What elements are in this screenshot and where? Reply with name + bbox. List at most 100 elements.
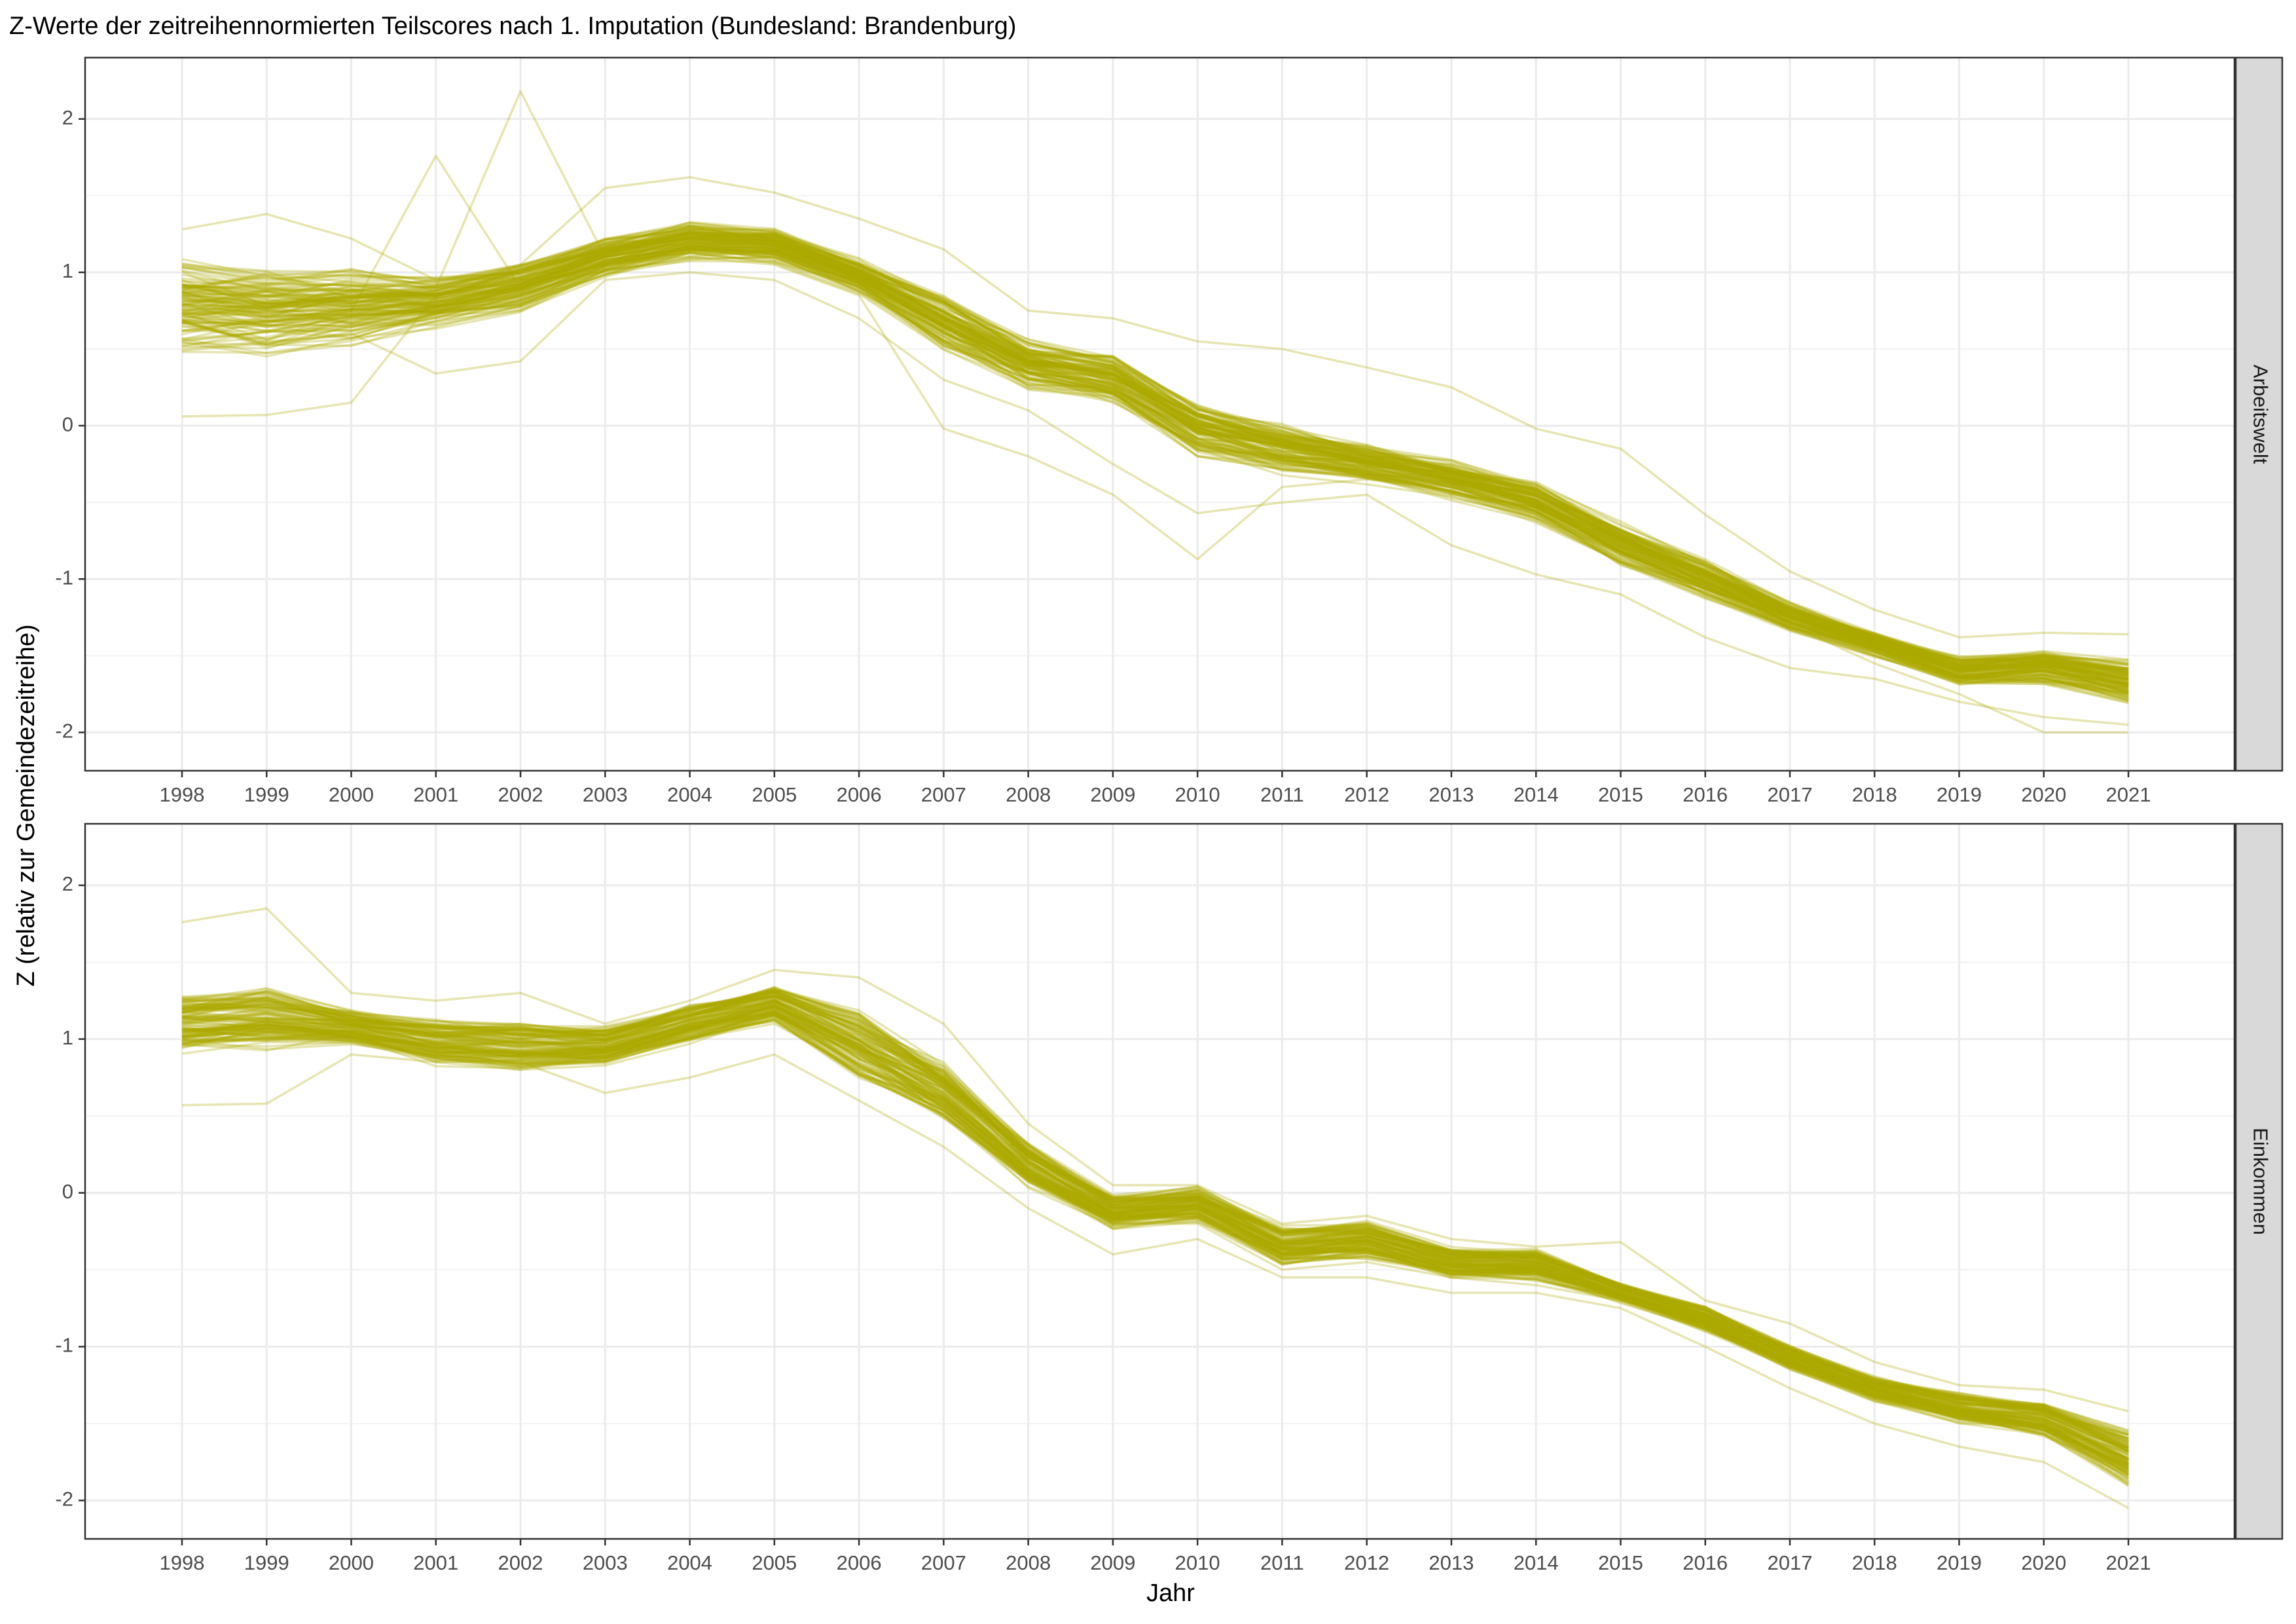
series-line xyxy=(181,227,2129,671)
series-line xyxy=(181,231,2129,680)
series-line xyxy=(181,1006,2129,1460)
series-line xyxy=(181,248,2129,699)
x-tick-label: 2012 xyxy=(1344,1551,1389,1574)
series-lines xyxy=(181,90,2129,734)
series-line xyxy=(181,989,2129,1443)
series-line xyxy=(181,234,2129,671)
series-line xyxy=(181,1003,2129,1475)
series-line xyxy=(181,1012,2129,1466)
series-line xyxy=(181,1019,2129,1485)
series-line xyxy=(181,990,2129,1441)
series-line xyxy=(181,1008,2129,1460)
series-line xyxy=(181,1001,2129,1467)
panel-background xyxy=(85,824,2234,1539)
x-tick-label: 2021 xyxy=(2106,783,2151,806)
series-line xyxy=(181,989,2129,1451)
x-tick-label: 2021 xyxy=(2106,1551,2151,1574)
series-lines xyxy=(181,907,2129,1509)
y-tick-label: 2 xyxy=(62,106,73,129)
series-line xyxy=(181,242,2129,686)
series-line xyxy=(181,249,2129,701)
series-line xyxy=(181,226,2129,676)
series-line xyxy=(181,232,2129,678)
x-tick-label: 2006 xyxy=(837,783,882,806)
series-line xyxy=(181,237,2129,680)
series-line xyxy=(181,246,2129,693)
x-tick-label: 2007 xyxy=(921,1551,966,1574)
series-line xyxy=(181,1014,2129,1480)
x-tick-label: 2013 xyxy=(1429,1551,1474,1574)
series-line xyxy=(181,232,2129,665)
series-line xyxy=(181,221,2129,674)
series-line xyxy=(181,1008,2129,1463)
series-line xyxy=(181,1004,2129,1453)
series-line xyxy=(181,991,2129,1443)
series-line xyxy=(181,1008,2129,1478)
series-line xyxy=(181,231,2129,683)
series-line xyxy=(181,987,2129,1442)
x-axis-title: Jahr xyxy=(1146,1579,1195,1607)
series-line xyxy=(181,175,2129,639)
x-tick-label: 2012 xyxy=(1344,783,1389,806)
x-tick-label: 2009 xyxy=(1090,783,1135,806)
x-tick-label: 2002 xyxy=(498,1551,543,1574)
series-line xyxy=(181,228,2129,670)
series-line xyxy=(181,989,2129,1440)
x-tick-label: 2010 xyxy=(1175,1551,1220,1574)
series-line xyxy=(181,228,2129,678)
x-tick-label: 2015 xyxy=(1598,1551,1643,1574)
series-line xyxy=(181,993,2129,1436)
series-line xyxy=(181,1005,2129,1466)
series-line xyxy=(181,991,2129,1449)
series-line xyxy=(181,995,2129,1436)
y-tick-label: -2 xyxy=(55,720,73,743)
series-line xyxy=(181,234,2129,682)
series-line xyxy=(181,987,2129,1445)
series-line xyxy=(181,255,2128,734)
series-line xyxy=(181,238,2129,680)
series-line xyxy=(181,237,2129,685)
series-line xyxy=(181,995,2129,1448)
series-line xyxy=(181,1000,2129,1452)
series-line xyxy=(181,1006,2129,1460)
series-line xyxy=(181,244,2129,688)
series-line xyxy=(181,1001,2129,1455)
series-line xyxy=(181,1012,2129,1469)
x-tick-label: 2003 xyxy=(583,783,628,806)
series-line xyxy=(181,1011,2129,1483)
x-tick-label: 2000 xyxy=(329,1551,374,1574)
panel-einkommen: Einkommen -2 -1 0 1 2 1998 1999 2000 2001 2002 2003… xyxy=(55,822,2284,1574)
series-line xyxy=(181,245,2129,690)
series-line xyxy=(181,245,2129,686)
x-tick-label: 2019 xyxy=(1937,1551,1982,1574)
series-line xyxy=(181,221,2129,670)
facet-label: Einkommen xyxy=(2249,1128,2272,1235)
series-line xyxy=(181,246,2129,686)
series-line xyxy=(181,239,2129,681)
series-line xyxy=(181,230,2129,672)
series-line xyxy=(181,1013,2129,1483)
series-line xyxy=(181,234,2129,684)
series-line xyxy=(181,1001,2129,1458)
series-line xyxy=(181,1004,2129,1454)
series-line xyxy=(181,247,2129,688)
series-line xyxy=(181,1012,2129,1466)
series-line xyxy=(181,237,2129,678)
series-line xyxy=(181,1018,2129,1481)
y-tick-label: 2 xyxy=(62,872,73,895)
x-tick-label: 2008 xyxy=(1006,783,1051,806)
series-line xyxy=(181,1003,2129,1461)
series-line xyxy=(181,221,2129,667)
series-line xyxy=(181,242,2129,686)
series-line xyxy=(181,252,2129,689)
series-line xyxy=(181,251,2129,695)
series-line xyxy=(181,227,2129,673)
series-line xyxy=(181,244,2129,699)
series-line xyxy=(181,247,2129,692)
series-line xyxy=(181,235,2129,687)
series-line xyxy=(181,1005,2129,1470)
x-tick-label: 1999 xyxy=(244,783,289,806)
series-line xyxy=(181,992,2129,1440)
y-tick-label: 1 xyxy=(62,1026,73,1049)
